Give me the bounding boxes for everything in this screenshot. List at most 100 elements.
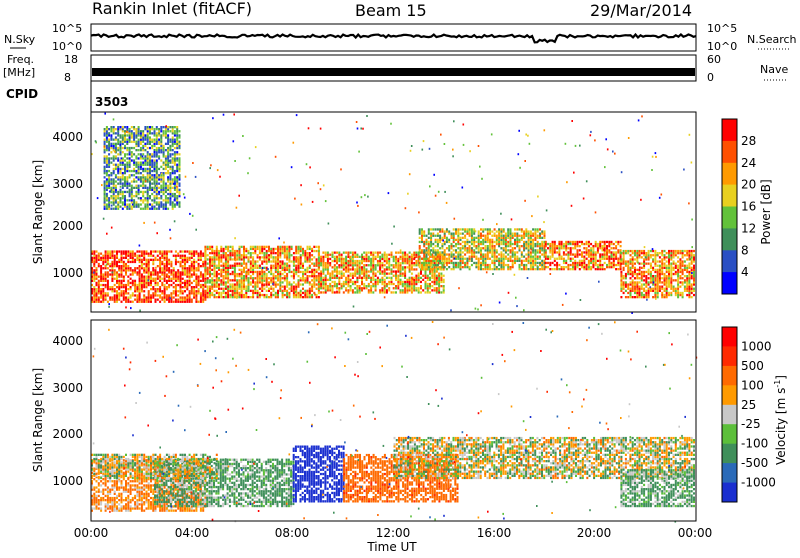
range-gate-cell xyxy=(236,265,238,267)
range-gate-cell xyxy=(111,255,113,257)
range-gate-cell xyxy=(149,147,151,149)
range-gate-cell xyxy=(129,170,131,172)
range-gate-cell xyxy=(431,281,433,283)
range-gate-cell xyxy=(225,256,227,258)
range-gate-cell xyxy=(142,153,144,155)
range-gate-cell xyxy=(193,269,195,271)
range-gate-cell xyxy=(316,265,318,267)
range-gate-cell xyxy=(180,292,182,294)
range-gate-cell xyxy=(155,294,157,296)
range-gate-cell xyxy=(583,243,585,245)
range-gate-cell xyxy=(259,246,261,248)
range-gate-cell xyxy=(284,267,286,269)
range-gate-cell xyxy=(525,245,527,247)
range-gate-cell xyxy=(311,269,313,271)
range-gate-cell xyxy=(268,254,270,256)
range-gate-cell xyxy=(372,262,374,264)
range-gate-cell xyxy=(139,250,141,252)
range-gate-cell xyxy=(487,264,489,266)
range-gate-cell xyxy=(124,195,126,197)
range-gate-cell xyxy=(652,283,654,285)
range-gate-cell xyxy=(279,248,281,250)
range-gate-cell xyxy=(590,260,592,262)
range-gate-cell xyxy=(282,273,284,275)
range-gate-cell xyxy=(138,166,140,168)
range-gate-cell xyxy=(140,162,142,164)
range-gate-cell xyxy=(444,253,446,255)
range-gate-cell xyxy=(300,271,302,273)
range-gate-cell xyxy=(693,281,695,283)
range-gate-cell xyxy=(361,277,363,279)
range-gate-cell xyxy=(643,254,645,256)
range-gate-cell xyxy=(654,279,656,281)
range-gate-cell xyxy=(466,243,468,245)
range-gate-cell xyxy=(227,294,229,296)
range-gate-cell xyxy=(124,132,126,134)
range-gate-cell xyxy=(377,252,379,254)
range-gate-cell xyxy=(186,271,188,273)
range-gate-cell xyxy=(539,243,541,245)
range-gate-cell xyxy=(104,128,106,130)
range-gate-cell xyxy=(693,279,695,281)
range-gate-cell xyxy=(457,237,459,239)
range-gate-cell xyxy=(236,256,238,258)
range-gate-cell xyxy=(120,168,122,170)
range-gate-cell xyxy=(136,284,138,286)
range-gate-cell xyxy=(677,267,679,269)
range-gate-cell xyxy=(510,235,512,237)
range-gate-cell xyxy=(599,260,601,262)
range-gate-cell xyxy=(125,257,127,259)
range-gate-cell xyxy=(125,284,127,286)
range-gate-cell xyxy=(243,296,245,298)
range-gate-cell xyxy=(530,233,532,235)
range-gate-cell xyxy=(471,230,473,232)
range-gate-cell xyxy=(675,294,677,296)
range-gate-cell xyxy=(236,275,238,277)
range-gate-cell xyxy=(111,257,113,259)
range-gate-cell xyxy=(377,279,379,281)
range-gate-cell xyxy=(613,258,615,260)
range-gate-cell xyxy=(583,256,585,258)
range-gate-cell xyxy=(313,271,315,273)
range-gate-cell xyxy=(115,143,117,145)
range-gate-cell xyxy=(98,301,100,303)
range-gate-cell xyxy=(608,249,610,251)
range-gate-cell xyxy=(144,176,146,178)
range-gate-cell xyxy=(223,265,225,267)
range-gate-cell xyxy=(302,267,304,269)
range-gate-cell xyxy=(657,281,659,283)
range-gate-cell xyxy=(444,243,446,245)
range-gate-cell xyxy=(302,279,304,281)
range-gate-cell xyxy=(391,283,393,285)
range-gate-cell xyxy=(418,273,420,275)
range-gate-cell xyxy=(270,256,272,258)
range-gate-cell xyxy=(232,292,234,294)
range-gate-cell xyxy=(198,276,200,278)
range-gate-cell xyxy=(413,254,415,256)
range-gate-cell xyxy=(126,180,128,182)
range-gate-cell xyxy=(204,267,206,269)
range-gate-cell xyxy=(135,180,137,182)
range-gate-cell xyxy=(668,275,670,277)
range-gate-cell xyxy=(149,183,151,185)
range-gate-cell xyxy=(583,258,585,260)
range-gate-cell xyxy=(661,292,663,294)
range-gate-cell xyxy=(164,290,166,292)
range-gate-cell xyxy=(138,164,140,166)
range-gate-cell xyxy=(345,262,347,264)
range-gate-cell xyxy=(211,294,213,296)
range-gate-cell xyxy=(98,259,100,261)
range-gate-cell xyxy=(291,283,293,285)
range-gate-cell xyxy=(677,290,679,292)
range-gate-cell xyxy=(623,260,625,262)
range-gate-cell xyxy=(530,264,532,266)
range-gate-cell xyxy=(143,280,145,282)
range-gate-cell xyxy=(177,273,179,275)
range-gate-cell xyxy=(257,260,259,262)
range-gate-cell xyxy=(421,233,423,235)
range-gate-cell xyxy=(300,277,302,279)
range-gate-cell xyxy=(151,170,153,172)
range-gate-cell xyxy=(455,251,457,253)
range-gate-cell xyxy=(143,278,145,280)
range-gate-cell xyxy=(446,264,448,266)
